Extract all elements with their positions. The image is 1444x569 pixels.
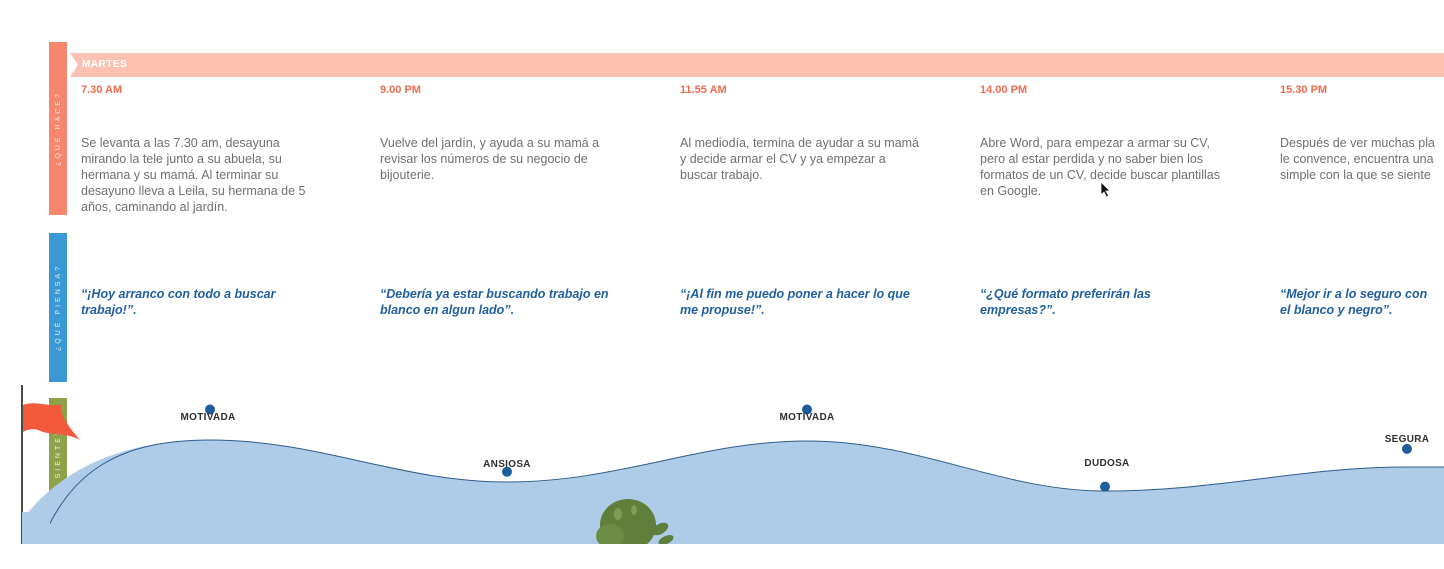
emotion-label: MOTIVADA <box>180 412 236 423</box>
emotion-label: SEGURA <box>1384 434 1430 445</box>
thought-text: “¡Hoy arranco con todo a buscar trabajo!… <box>81 287 276 317</box>
doing-text: Se levanta a las 7.30 am, desayuna miran… <box>81 136 306 214</box>
side-tab-piensa-label: ¿QUÉ PIENSA? <box>54 264 62 351</box>
doing-text: Vuelve del jardín, y ayuda a su mamá a r… <box>380 136 600 182</box>
side-tab-siente: ¿QUÉ SIENTE? <box>49 398 67 544</box>
emotion-wave-area <box>22 440 1444 544</box>
emotion-label: MOTIVADA <box>779 412 835 423</box>
emotion-dot <box>1402 443 1412 454</box>
doing-text: Al mediodía, termina de ayudar a su mamá… <box>680 136 920 182</box>
time-label: 9.00 PM <box>380 84 421 96</box>
thought-text: “Debería ya estar buscando trabajo en bl… <box>380 287 609 317</box>
day-label: MARTES <box>82 59 128 70</box>
day-banner: MARTES <box>70 53 1444 77</box>
thought-text: “¡Al fin me puedo poner a hacer lo que m… <box>680 287 910 317</box>
side-tab-hace-label: ¿QUÉ HACE? <box>54 91 62 166</box>
bush-icon <box>596 499 674 544</box>
side-tab-siente-label: ¿QUÉ SIENTE? <box>54 427 62 515</box>
time-label: 14.00 PM <box>980 84 1028 96</box>
thought-text: “Mejor ir a lo seguro con el blanco y ne… <box>1280 287 1428 317</box>
time-label: 7.30 AM <box>81 84 123 96</box>
banner-notch <box>70 53 78 77</box>
time-label: 11.55 AM <box>680 84 727 96</box>
emotion-label: ANSIOSA <box>483 459 531 470</box>
side-tab-hace: ¿QUÉ HACE? <box>49 42 67 215</box>
emotion-dot <box>1100 481 1110 492</box>
side-tab-piensa: ¿QUÉ PIENSA? <box>49 233 67 382</box>
doing-text: Abre Word, para empezar a armar su CV, p… <box>980 136 1220 198</box>
doing-text: Después de ver muchas pla le convence, e… <box>1280 136 1435 182</box>
thought-text: “¿Qué formato preferirán las empresas?”. <box>980 287 1151 317</box>
emotion-wave-line <box>39 439 1444 544</box>
time-label: 15.30 PM <box>1280 84 1328 96</box>
mouse-cursor-icon <box>1100 181 1111 198</box>
emotion-label: DUDOSA <box>1084 458 1130 469</box>
